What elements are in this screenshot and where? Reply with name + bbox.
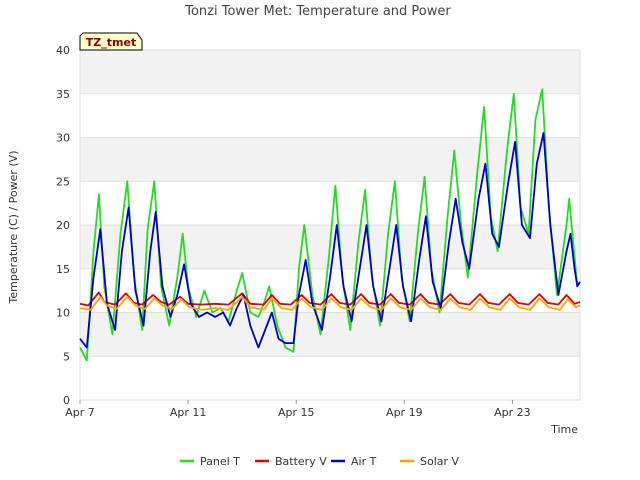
x-axis-label: Time: [550, 423, 578, 436]
y-tick-label: 40: [56, 44, 70, 57]
x-tick-label: Apr 7: [65, 406, 95, 419]
band: [80, 312, 580, 357]
y-tick-label: 20: [56, 219, 70, 232]
y-axis: 0 5 10 15 20 25 30 35 40: [56, 44, 70, 407]
x-tick-label: Apr 15: [278, 406, 315, 419]
legend-label: Panel T: [200, 455, 240, 468]
y-tick-label: 25: [56, 175, 70, 188]
series-line-solar-v: [79, 295, 581, 311]
tag-text: TZ_tmet: [86, 36, 136, 49]
series-layer: [79, 88, 581, 362]
chart-title: Tonzi Tower Met: Temperature and Power: [184, 4, 451, 19]
band: [80, 137, 580, 182]
series-line-air-t: [79, 132, 581, 349]
x-tick-label: Apr 23: [494, 406, 531, 419]
legend-label: Air T: [351, 455, 377, 468]
series-line-battery-v: [79, 291, 581, 307]
y-tick-label: 5: [63, 350, 70, 363]
y-tick-label: 10: [56, 307, 70, 320]
x-axis: Apr 7 Apr 11 Apr 15 Apr 19 Apr 23: [65, 400, 531, 419]
band: [80, 181, 580, 225]
y-tick-label: 30: [56, 132, 70, 145]
plot-background: [80, 50, 580, 400]
y-tick-label: 35: [56, 88, 70, 101]
x-tick-label: Apr 19: [386, 406, 423, 419]
y-axis-label: Temperature (C) / Power (V): [7, 150, 20, 304]
band: [80, 356, 580, 400]
tag-label: TZ_tmet: [79, 32, 143, 51]
y-tick-label: 0: [63, 394, 70, 407]
tag-box: [79, 32, 143, 51]
legend: Panel T Battery V Air T Solar V: [180, 455, 460, 468]
plot-frame: [79, 49, 581, 401]
x-tick-label: Apr 11: [170, 406, 207, 419]
legend-label: Battery V: [275, 455, 327, 468]
legend-label: Solar V: [420, 455, 460, 468]
band: [80, 93, 580, 138]
band: [80, 50, 580, 94]
y-tick-label: 15: [56, 263, 70, 276]
